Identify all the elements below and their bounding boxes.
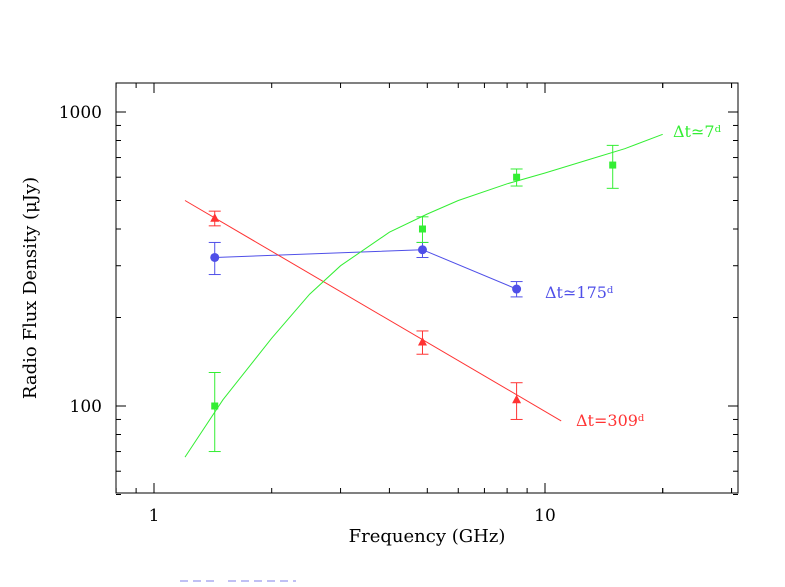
data-point	[417, 337, 427, 346]
series-2	[184, 200, 562, 422]
series-1	[208, 241, 523, 298]
series-label-7: Δt≃7ᵈ	[673, 122, 722, 141]
series-label-309: Δt=309ᵈ	[576, 411, 645, 430]
data-point	[210, 213, 220, 222]
series-label-175: Δt≃175ᵈ	[545, 283, 614, 302]
data-point	[417, 245, 427, 255]
data-point	[609, 161, 617, 169]
data-point	[513, 173, 521, 181]
y-tick-label-1000: 1000	[59, 103, 102, 123]
x-axis-label: Frequency (GHz)	[349, 526, 506, 547]
data-point	[418, 225, 426, 233]
axis-ticks	[115, 83, 738, 496]
x-tick-label-10: 10	[534, 506, 556, 526]
series-fit-line	[214, 249, 517, 290]
data-point	[210, 252, 220, 262]
plot-frame	[115, 82, 739, 494]
series-fit-line	[184, 200, 562, 422]
y-tick-label-100: 100	[70, 397, 102, 417]
series-3	[184, 133, 663, 458]
data-point	[211, 402, 219, 410]
x-tick-label-1: 1	[149, 506, 160, 526]
series-fit-line	[184, 133, 663, 458]
y-axis-label: Radio Flux Density (μJy)	[20, 177, 41, 399]
data-point	[512, 394, 522, 404]
data-point	[512, 284, 522, 294]
data-series	[184, 133, 663, 458]
